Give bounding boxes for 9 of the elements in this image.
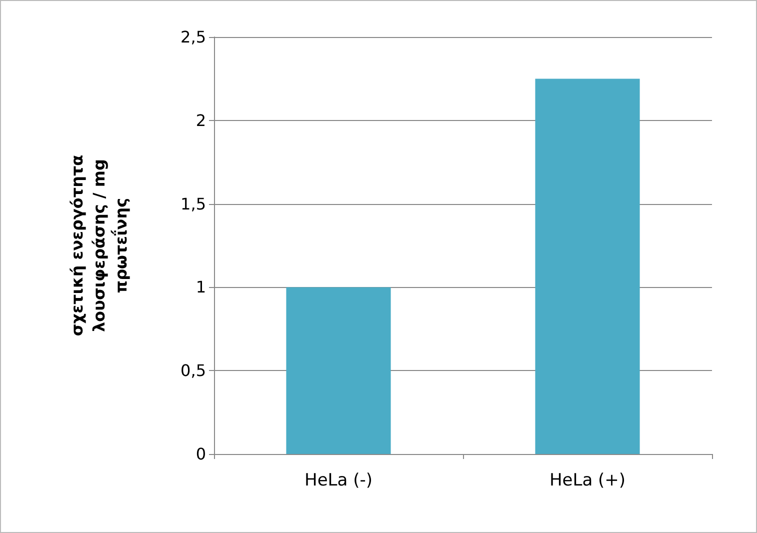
x-tick-label: HeLa (+) (549, 470, 626, 490)
y-tick-label: 1 (196, 278, 206, 297)
y-tick-label: 2 (196, 110, 206, 130)
y-tick-label: 1,5 (180, 194, 206, 214)
y-tick-label: 0 (196, 444, 206, 464)
y-tick-label: 0,5 (180, 361, 206, 380)
y-tick-label: 2,5 (180, 28, 206, 46)
y-axis-title: σχετική ενεργότητα λουσιφεράσης / mg πρωτεΐνης (68, 154, 130, 336)
x-tick-label: HeLa (-) (304, 470, 372, 490)
